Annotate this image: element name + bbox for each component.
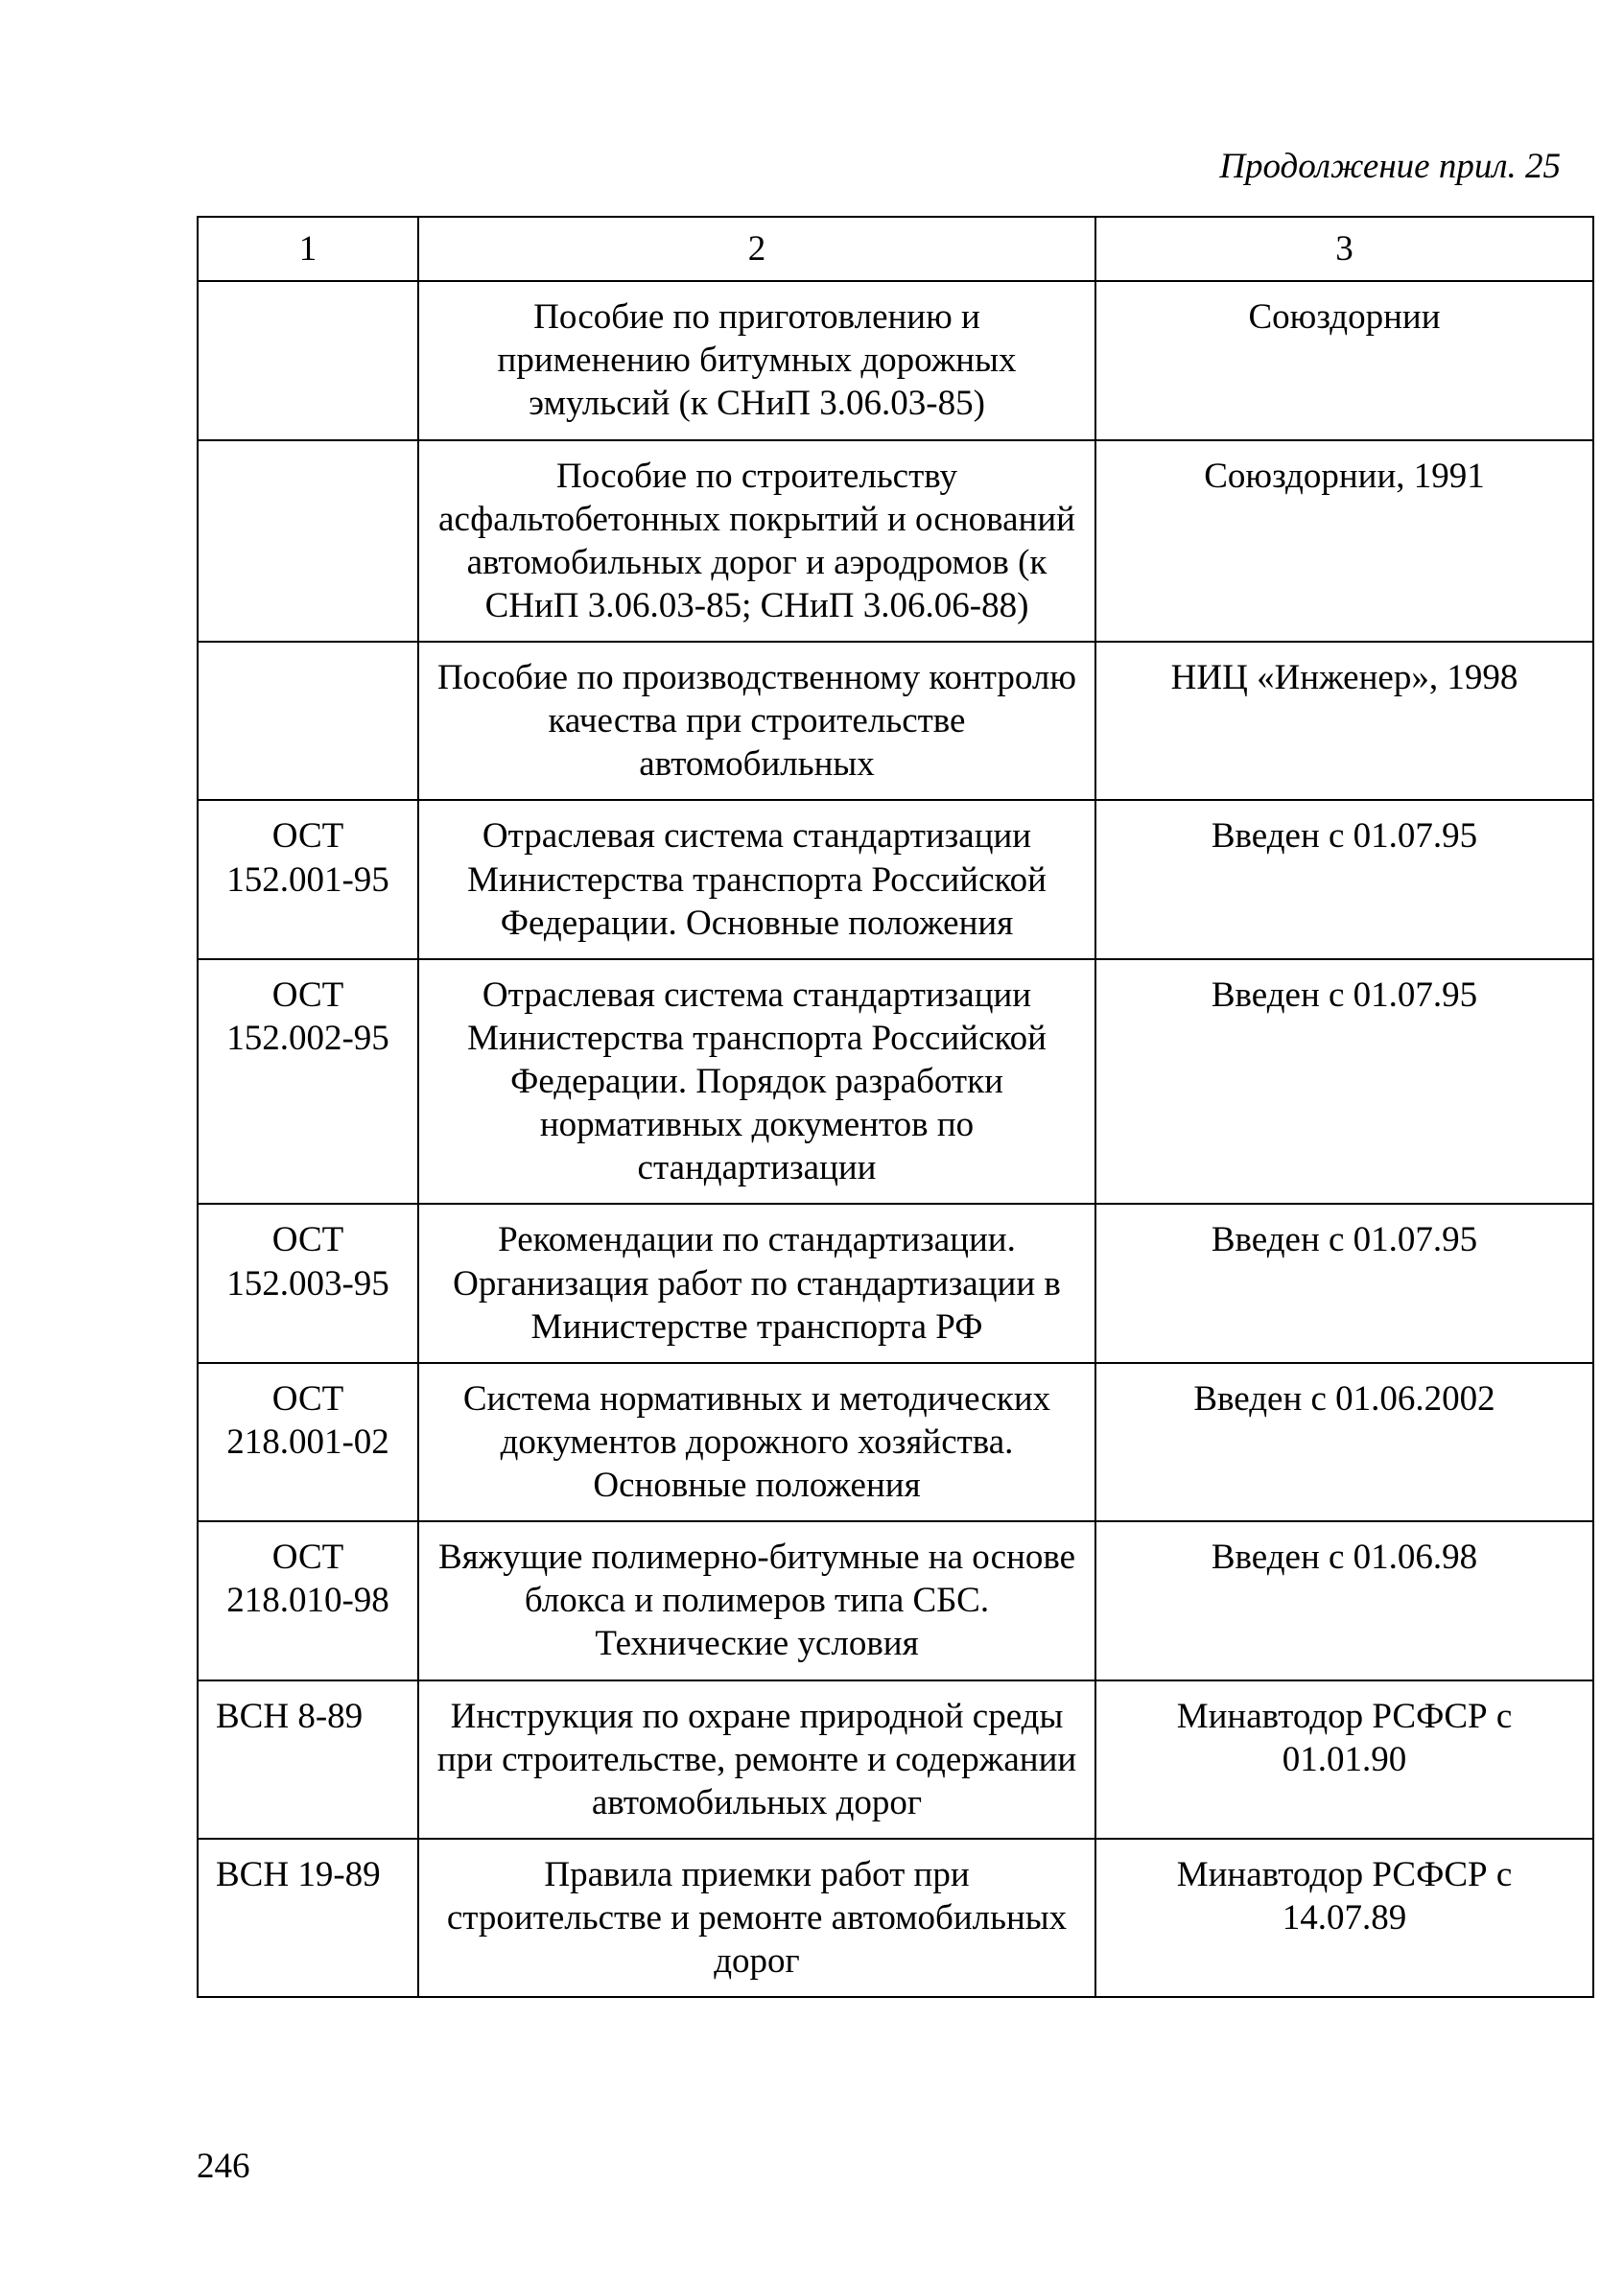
table-row: ОСТ 152.002-95 Отраслевая система станда…: [198, 959, 1593, 1205]
table-row: ВСН 19-89 Правила приемки работ при стро…: [198, 1839, 1593, 1997]
row-title: Пособие по производственному контролю ка…: [418, 642, 1095, 800]
table-row: ОСТ 218.001-02 Система нормативных и мет…: [198, 1363, 1593, 1521]
standards-table: 1 2 3 Пособие по приготовлению и примене…: [197, 216, 1594, 1998]
row-title: Пособие по приготовлению и применению би…: [418, 281, 1095, 439]
row-title: Пособие по строительству асфальтобетонны…: [418, 440, 1095, 643]
table-row: Пособие по производственному контролю ка…: [198, 642, 1593, 800]
row-source: Союздорнии: [1095, 281, 1593, 439]
row-source: Введен с 01.07.95: [1095, 800, 1593, 958]
row-code: ОСТ 152.003-95: [198, 1204, 418, 1362]
row-code: [198, 440, 418, 643]
row-code: ОСТ 218.001-02: [198, 1363, 418, 1521]
row-source: Минавтодор РСФСР с 14.07.89: [1095, 1839, 1593, 1997]
page-number: 246: [197, 2146, 250, 2187]
table-row: ВСН 8-89 Инструкция по охране природ­ной…: [198, 1680, 1593, 1839]
row-code: [198, 281, 418, 439]
row-code: [198, 642, 418, 800]
table-row: Пособие по приготовлению и применению би…: [198, 281, 1593, 439]
row-source: НИЦ «Инженер», 1998: [1095, 642, 1593, 800]
row-title: Инструкция по охране природ­ной среды пр…: [418, 1680, 1095, 1839]
col-header-2: 2: [418, 217, 1095, 281]
row-code: ОСТ 218.010-98: [198, 1521, 418, 1680]
row-title: Отраслевая система стандарти­зации Минис…: [418, 800, 1095, 958]
table-caption: Продолжение прил. 25: [197, 146, 1561, 187]
table-row: ОСТ 152.003-95 Рекомендации по стандарти…: [198, 1204, 1593, 1362]
row-source: Введен с 01.07.95: [1095, 959, 1593, 1205]
row-code: ВСН 8-89: [198, 1680, 418, 1839]
row-source: Введен с 01.07.95: [1095, 1204, 1593, 1362]
row-title: Рекомендации по стандартиза­ции. Организ…: [418, 1204, 1095, 1362]
row-source: Союздорнии, 1991: [1095, 440, 1593, 643]
col-header-3: 3: [1095, 217, 1593, 281]
table-row: ОСТ 218.010-98 Вяжущие полимерно-битумны…: [198, 1521, 1593, 1680]
page-content: Продолжение прил. 25 1 2 3 Пособие по пр…: [197, 146, 1592, 1998]
row-code: ВСН 19-89: [198, 1839, 418, 1997]
table-row: Пособие по строительству асфальтобетонны…: [198, 440, 1593, 643]
row-code: ОСТ 152.001-95: [198, 800, 418, 958]
row-code: ОСТ 152.002-95: [198, 959, 418, 1205]
row-title: Правила приемки работ при строительстве …: [418, 1839, 1095, 1997]
col-header-1: 1: [198, 217, 418, 281]
table-header-row: 1 2 3: [198, 217, 1593, 281]
row-title: Вяжущие полимерно-битумные на основе бло…: [418, 1521, 1095, 1680]
row-title: Система нормативных и методических докум…: [418, 1363, 1095, 1521]
row-title: Отраслевая система стандарти­зации Минис…: [418, 959, 1095, 1205]
row-source: Минавтодор РСФСР с 01.01.90: [1095, 1680, 1593, 1839]
table-row: ОСТ 152.001-95 Отраслевая система станда…: [198, 800, 1593, 958]
row-source: Введен с 01.06.98: [1095, 1521, 1593, 1680]
row-source: Введен с 01.06.2002: [1095, 1363, 1593, 1521]
